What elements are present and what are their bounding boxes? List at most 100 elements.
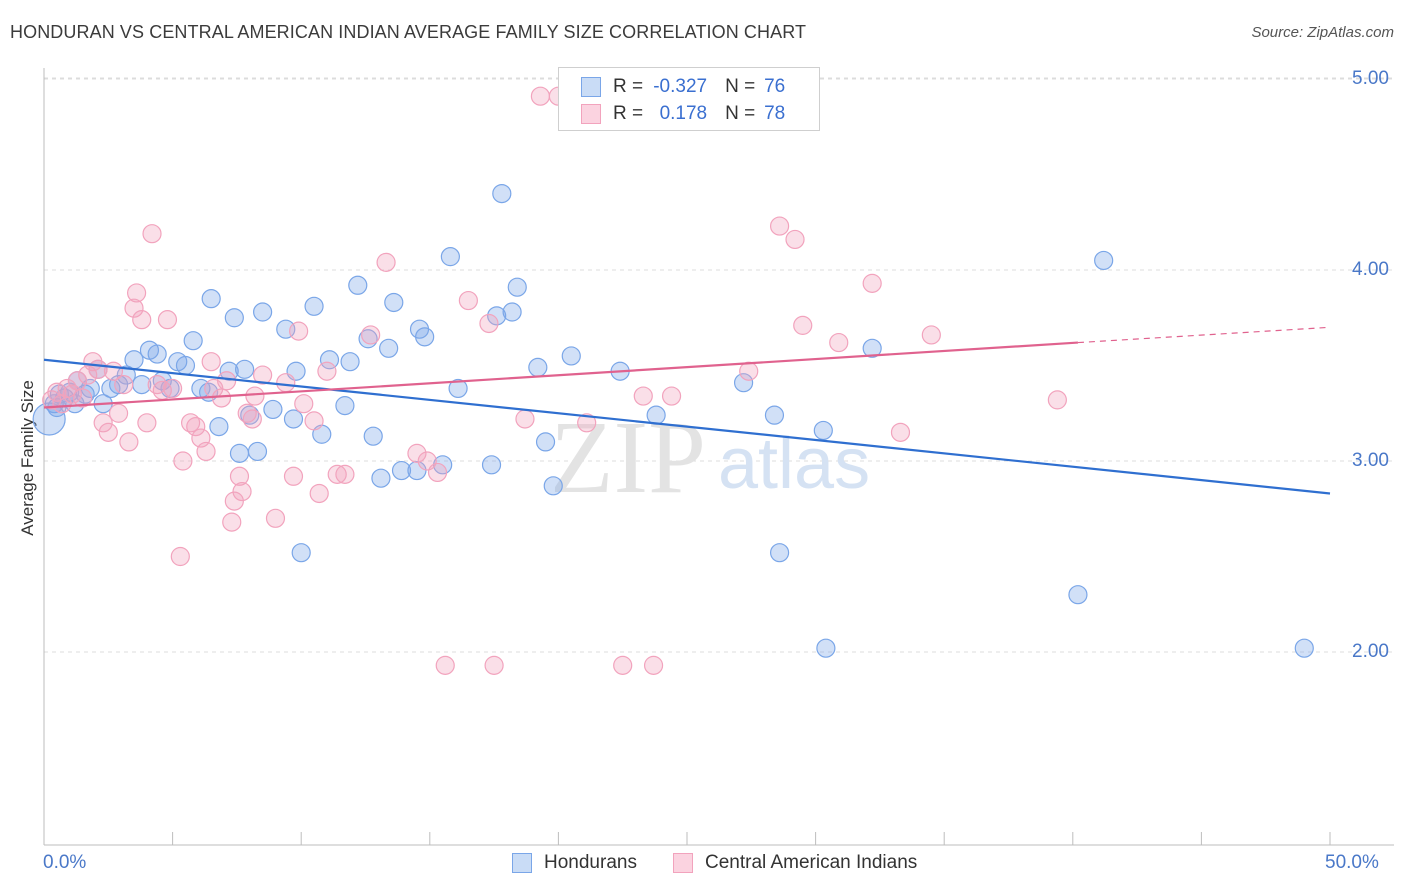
data-point bbox=[142, 224, 162, 244]
data-point bbox=[119, 432, 139, 452]
data-point bbox=[124, 350, 144, 370]
data-point bbox=[283, 409, 304, 429]
data-point bbox=[733, 373, 754, 393]
data-point bbox=[643, 655, 664, 675]
data-point bbox=[427, 462, 448, 483]
data-point bbox=[196, 441, 216, 462]
data-point bbox=[294, 394, 314, 414]
data-point bbox=[769, 216, 790, 236]
data-point bbox=[813, 420, 833, 441]
source-label: Source: ZipAtlas.com bbox=[1251, 24, 1394, 41]
data-point bbox=[263, 399, 283, 420]
watermark-zip: ZIP bbox=[550, 400, 706, 515]
data-point bbox=[224, 491, 244, 511]
data-point bbox=[170, 546, 190, 567]
trend-line bbox=[43, 358, 1331, 495]
data-point bbox=[126, 283, 147, 303]
legend-item-central-american-indians: Central American Indians bbox=[673, 852, 917, 874]
data-point bbox=[1294, 638, 1314, 658]
data-point bbox=[108, 403, 129, 423]
data-point bbox=[435, 655, 455, 675]
data-point bbox=[175, 355, 196, 376]
data-point bbox=[253, 365, 273, 385]
data-point bbox=[137, 413, 157, 433]
data-point bbox=[237, 403, 257, 423]
legend-swatch-central-american-indians bbox=[581, 104, 601, 124]
data-point bbox=[276, 373, 296, 393]
data-point bbox=[335, 464, 355, 484]
y-tick-label: 3.00 bbox=[1352, 450, 1389, 471]
data-point bbox=[93, 413, 113, 433]
data-point bbox=[661, 386, 682, 406]
data-point bbox=[492, 184, 512, 204]
data-point bbox=[157, 310, 178, 330]
n-value-hondurans: 76 bbox=[764, 76, 786, 97]
data-point bbox=[829, 332, 849, 353]
data-point bbox=[484, 655, 504, 675]
data-point bbox=[52, 394, 72, 414]
data-point bbox=[502, 302, 522, 322]
y-tick-label: 2.00 bbox=[1352, 641, 1389, 662]
r-label: R = bbox=[613, 103, 644, 124]
data-point bbox=[816, 638, 836, 658]
data-point bbox=[613, 655, 633, 675]
data-point bbox=[147, 375, 167, 395]
data-point bbox=[132, 310, 152, 330]
watermark-atlas: atlas bbox=[718, 424, 870, 504]
data-point bbox=[764, 405, 785, 425]
axes bbox=[43, 68, 1394, 846]
data-point bbox=[384, 292, 404, 313]
data-point bbox=[235, 359, 255, 379]
watermark: ZIP atlas bbox=[550, 400, 870, 515]
data-point bbox=[229, 443, 250, 463]
data-point bbox=[890, 422, 911, 442]
data-point bbox=[319, 350, 340, 370]
stats-legend: R = -0.327 N = 76 R = 0.178 N = 78 bbox=[558, 67, 820, 131]
data-point bbox=[283, 466, 304, 486]
legend-row-central-american-indians: R = 0.178 N = 78 bbox=[581, 100, 785, 128]
data-point bbox=[528, 357, 548, 378]
data-point bbox=[507, 277, 527, 297]
data-point bbox=[363, 426, 383, 446]
legend-item-hondurans: Hondurans bbox=[512, 852, 637, 874]
data-point bbox=[247, 441, 268, 462]
data-point bbox=[265, 508, 286, 528]
data-point bbox=[1068, 585, 1088, 605]
data-point bbox=[371, 468, 391, 488]
data-point bbox=[253, 302, 273, 322]
data-point bbox=[921, 325, 941, 345]
data-point bbox=[201, 352, 221, 372]
data-point bbox=[147, 344, 167, 364]
data-point bbox=[379, 338, 399, 358]
data-point bbox=[242, 409, 262, 429]
data-point bbox=[479, 313, 499, 334]
data-point bbox=[481, 455, 502, 475]
data-point bbox=[183, 331, 203, 351]
data-point bbox=[577, 413, 597, 433]
r-value-central-american-indians: 0.178 bbox=[659, 103, 708, 124]
data-point bbox=[47, 382, 67, 402]
data-point bbox=[309, 483, 329, 504]
legend-label-central-american-indians: Central American Indians bbox=[705, 852, 918, 873]
r-label: R = bbox=[613, 76, 644, 97]
legend-swatch-hondurans bbox=[581, 77, 601, 97]
data-point bbox=[515, 409, 535, 429]
data-point bbox=[862, 338, 882, 358]
data-point bbox=[739, 361, 759, 381]
data-point bbox=[391, 460, 412, 481]
data-point bbox=[224, 308, 244, 328]
data-point bbox=[291, 543, 311, 563]
data-point bbox=[633, 386, 653, 406]
data-point bbox=[201, 289, 221, 309]
data-point bbox=[458, 290, 478, 311]
data-point bbox=[407, 443, 427, 463]
n-label: N = bbox=[725, 76, 756, 97]
data-point bbox=[229, 466, 250, 486]
data-point bbox=[217, 371, 237, 391]
data-point bbox=[57, 378, 77, 399]
x-tick-min: 0.0% bbox=[43, 852, 87, 873]
data-point bbox=[348, 275, 368, 295]
data-point bbox=[862, 273, 882, 293]
y-tick-label: 5.00 bbox=[1352, 68, 1389, 89]
data-point bbox=[173, 451, 193, 471]
